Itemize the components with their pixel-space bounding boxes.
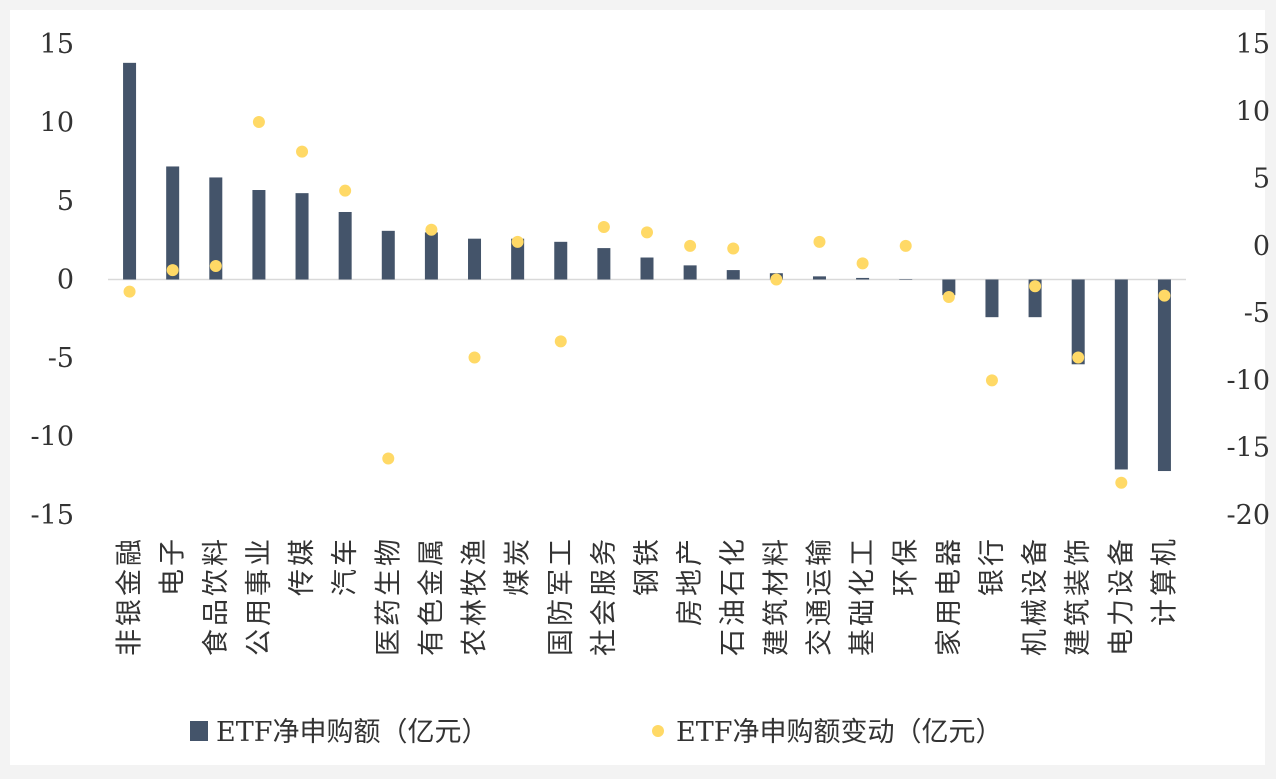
dot-20 [985, 374, 998, 387]
bar-16 [812, 276, 826, 280]
left-tick-label: 10 [40, 108, 74, 139]
category-label: 建筑材料 [761, 536, 792, 656]
category-label: 煤炭 [503, 536, 534, 596]
bar-4 [295, 193, 309, 280]
dot-6 [382, 452, 395, 465]
category-label: 建筑装饰 [1063, 536, 1094, 656]
legend-bar-label: ETF净申购额（亿元） [216, 717, 488, 748]
category-label: 医药生物 [373, 536, 404, 656]
left-tick-label: 0 [57, 265, 74, 296]
dot-16 [813, 235, 826, 248]
dot-4 [296, 145, 309, 158]
dot-11 [597, 221, 610, 234]
right-tick-label: 15 [1236, 29, 1270, 60]
category-label: 社会服务 [589, 536, 620, 656]
dot-2 [209, 260, 222, 273]
legend-bar-swatch [190, 721, 208, 741]
right-tick-label: 0 [1253, 231, 1270, 262]
dot-22 [1072, 351, 1085, 364]
bar-19 [942, 279, 956, 296]
category-label: 食品饮料 [201, 536, 232, 656]
bar-23 [1114, 279, 1128, 470]
left-tick-label: -10 [31, 422, 74, 453]
bar-10 [554, 241, 568, 280]
legend-dot-swatch [652, 725, 664, 737]
right-tick-label: 5 [1253, 164, 1270, 195]
dot-10 [554, 335, 567, 348]
right-tick-label: -20 [1227, 500, 1270, 531]
dot-19 [942, 290, 955, 303]
category-label: 交通运输 [804, 536, 835, 656]
legend-dot-label: ETF净申购额变动（亿元） [676, 717, 1002, 748]
left-tick-label: -15 [31, 500, 74, 531]
bar-18 [899, 279, 913, 280]
dot-9 [511, 235, 524, 248]
dot-0 [123, 285, 136, 298]
left-tick-label: 15 [40, 29, 74, 60]
bar-12 [640, 257, 654, 280]
bar-5 [338, 211, 352, 280]
chart-background [10, 10, 1265, 765]
category-label: 机械设备 [1020, 536, 1051, 656]
dot-18 [899, 239, 912, 252]
dot-21 [1029, 280, 1042, 293]
category-label: 银行 [977, 536, 1008, 596]
category-label: 传媒 [287, 536, 318, 596]
bar-24 [1157, 279, 1171, 472]
right-tick-label: 10 [1236, 96, 1270, 127]
bar-6 [381, 230, 395, 280]
bar-20 [985, 279, 999, 318]
bar-9 [511, 238, 525, 280]
dot-12 [641, 226, 653, 239]
category-label: 家用电器 [934, 536, 965, 656]
category-label: 公用事业 [244, 536, 275, 656]
bar-17 [856, 277, 870, 280]
dot-1 [166, 264, 179, 277]
dot-8 [468, 351, 481, 364]
bar-7 [424, 232, 438, 280]
bar-0 [123, 62, 137, 280]
category-label: 基础化工 [848, 536, 879, 656]
bar-3 [252, 190, 266, 280]
category-label: 环保 [891, 536, 922, 596]
category-label: 非银金融 [115, 536, 146, 656]
category-label: 钢铁 [632, 536, 663, 596]
category-label: 电子 [158, 536, 189, 596]
bar-11 [597, 248, 611, 280]
right-tick-label: -5 [1244, 298, 1270, 329]
bar-8 [468, 238, 482, 280]
category-label: 计算机 [1149, 536, 1180, 626]
category-label: 电力设备 [1106, 536, 1137, 656]
category-label: 房地产 [675, 536, 706, 626]
bar-22 [1071, 279, 1085, 365]
category-label: 有色金属 [416, 536, 447, 656]
right-tick-label: -15 [1227, 433, 1270, 464]
dot-17 [856, 257, 869, 270]
category-label: 国防军工 [546, 536, 577, 656]
dot-5 [339, 184, 352, 197]
dot-24 [1158, 289, 1171, 302]
dot-14 [727, 242, 740, 255]
dot-23 [1115, 476, 1128, 489]
bar-14 [726, 270, 740, 280]
legend: ETF净申购额（亿元） ETF净申购额变动（亿元） [190, 717, 1002, 748]
bar-2 [209, 177, 223, 280]
category-label: 农林牧渔 [460, 536, 491, 656]
left-tick-label: -5 [48, 343, 74, 374]
category-label: 汽车 [330, 536, 361, 596]
dot-13 [684, 239, 697, 252]
bar-1 [166, 166, 180, 280]
dot-7 [425, 223, 438, 236]
right-tick-label: -10 [1227, 365, 1270, 396]
left-tick-label: 5 [57, 186, 74, 217]
category-label: 石油石化 [718, 536, 749, 656]
bar-13 [683, 265, 697, 280]
dot-3 [252, 116, 265, 129]
dot-15 [770, 273, 783, 286]
